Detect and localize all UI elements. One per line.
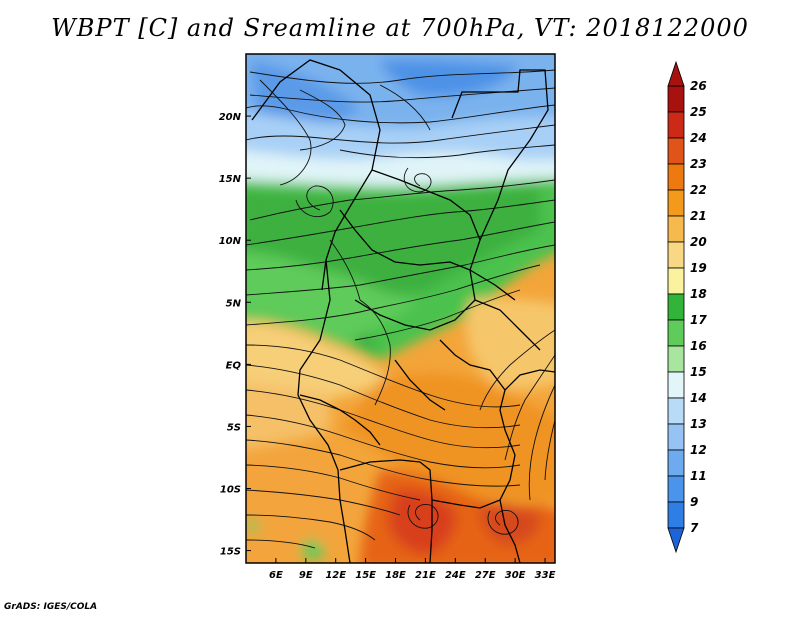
lat-tick-label: 20N bbox=[219, 112, 242, 123]
lat-tick-label: 15S bbox=[220, 547, 241, 558]
colorbar-label: 11 bbox=[690, 469, 707, 483]
lat-tick-label: EQ bbox=[226, 360, 242, 371]
colorbar-label: 22 bbox=[690, 183, 707, 197]
colorbar-label: 19 bbox=[690, 261, 707, 275]
colorbar: 26 25 24 23 22 21 20 19 18 17 16 15 14 13 12 11 9 7 bbox=[667, 60, 707, 554]
colorbar-label: 21 bbox=[690, 209, 707, 223]
lon-tick-label: 21E bbox=[415, 570, 436, 581]
colorbar-bin bbox=[667, 475, 685, 503]
longitude-axis: 6E 9E 12E 15E 18E 21E 24E 27E 30E 33E bbox=[269, 558, 556, 581]
lon-tick-label: 18E bbox=[385, 570, 406, 581]
lon-tick-label: 24E bbox=[445, 570, 466, 581]
colorbar-bin bbox=[667, 189, 685, 217]
colorbar-label: 9 bbox=[690, 495, 698, 509]
colorbar-label: 18 bbox=[690, 287, 707, 301]
colorbar-bin bbox=[667, 319, 685, 347]
colorbar-label: 14 bbox=[690, 391, 707, 405]
lon-tick-label: 6E bbox=[269, 570, 283, 581]
colorbar-bin bbox=[667, 85, 685, 113]
colorbar-bin bbox=[667, 397, 685, 425]
lat-tick-label: 10N bbox=[219, 236, 242, 247]
colorbar-label: 16 bbox=[690, 339, 707, 353]
grads-credit: GrADS: IGES/COLA bbox=[4, 602, 98, 612]
colorbar-bin bbox=[667, 163, 685, 191]
colorbar-bin bbox=[667, 137, 685, 165]
colorbar-label: 24 bbox=[690, 131, 707, 145]
lat-tick-label: 10S bbox=[220, 485, 241, 496]
lat-tick-label: 5S bbox=[227, 422, 241, 433]
colorbar-bin bbox=[667, 267, 685, 295]
colorbar-label: 13 bbox=[690, 417, 707, 431]
colorbar-bin bbox=[667, 423, 685, 451]
wbpt-shading bbox=[246, 54, 555, 563]
lon-tick-label: 27E bbox=[475, 570, 496, 581]
colorbar-bin bbox=[667, 371, 685, 399]
lon-tick-label: 15E bbox=[355, 570, 376, 581]
streamlines bbox=[246, 69, 555, 549]
lon-tick-label: 33E bbox=[535, 570, 556, 581]
lon-tick-label: 9E bbox=[299, 570, 313, 581]
colorbar-bin bbox=[667, 345, 685, 373]
plot-frame bbox=[245, 53, 556, 564]
colorbar-bin bbox=[667, 241, 685, 269]
colorbar-label: 23 bbox=[690, 157, 707, 171]
colorbar-label: 17 bbox=[690, 313, 707, 327]
lat-tick-label: 15N bbox=[219, 174, 242, 185]
colorbar-label: 26 bbox=[690, 79, 707, 93]
colorbar-bin bbox=[667, 501, 685, 529]
colorbar-label: 12 bbox=[690, 443, 707, 457]
colorbar-min-triangle bbox=[667, 527, 685, 554]
map-title: WBPT [C] and Sreamline at 700hPa, VT: 20… bbox=[51, 14, 749, 42]
colorbar-bin bbox=[667, 111, 685, 139]
lon-tick-label: 30E bbox=[505, 570, 526, 581]
colorbar-label: 7 bbox=[690, 521, 699, 535]
colorbar-label: 20 bbox=[690, 235, 707, 249]
lat-tick-label: 5N bbox=[226, 298, 242, 309]
colorbar-label: 25 bbox=[690, 105, 707, 119]
lon-tick-label: 12E bbox=[325, 570, 346, 581]
colorbar-bin bbox=[667, 449, 685, 477]
country-borders bbox=[251, 59, 555, 563]
colorbar-label: 15 bbox=[690, 365, 707, 379]
colorbar-bin bbox=[667, 215, 685, 243]
latitude-axis: 20N 15N 10N 5N EQ 5S 10S 15S bbox=[219, 112, 251, 558]
colorbar-bin bbox=[667, 293, 685, 321]
colorbar-max-triangle bbox=[667, 60, 685, 87]
